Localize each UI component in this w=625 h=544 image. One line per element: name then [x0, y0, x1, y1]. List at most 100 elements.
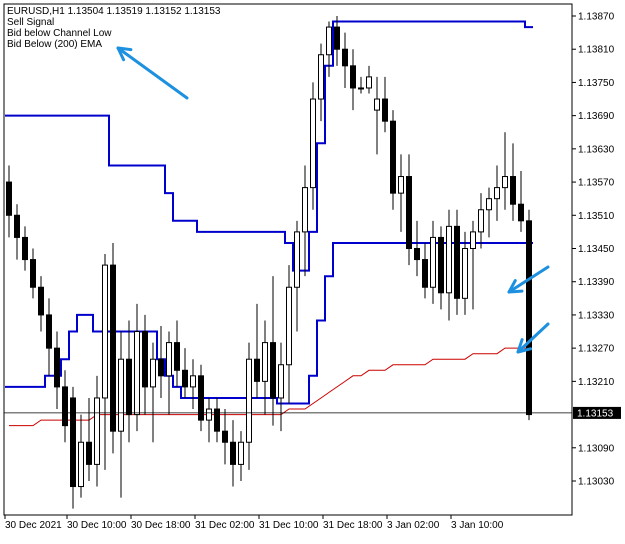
- candle[interactable]: [126, 320, 132, 443]
- candle-body: [94, 397, 100, 465]
- candle-body: [510, 176, 516, 205]
- candle[interactable]: [222, 409, 228, 465]
- candle-body: [494, 187, 500, 200]
- candle[interactable]: [398, 154, 404, 232]
- candle[interactable]: [502, 132, 508, 210]
- candle-body: [414, 248, 420, 261]
- candle[interactable]: [102, 254, 108, 470]
- candle[interactable]: [390, 110, 396, 210]
- candle-body: [470, 231, 476, 249]
- candle[interactable]: [230, 420, 236, 487]
- candle[interactable]: [318, 43, 324, 122]
- candle[interactable]: [158, 326, 164, 398]
- candle[interactable]: [382, 76, 388, 133]
- candle-body: [438, 236, 444, 294]
- candle[interactable]: [166, 331, 172, 415]
- candle[interactable]: [510, 143, 516, 221]
- candle[interactable]: [134, 303, 140, 432]
- candle[interactable]: [238, 431, 244, 481]
- candle[interactable]: [14, 204, 20, 260]
- candle[interactable]: [30, 248, 36, 299]
- candle[interactable]: [190, 359, 196, 410]
- candle[interactable]: [246, 342, 252, 470]
- candle-body: [174, 342, 180, 371]
- chart-info-panel: EURUSD,H1 1.13504 1.13519 1.13152 1.1315…: [7, 6, 221, 50]
- candle[interactable]: [478, 193, 484, 249]
- candle[interactable]: [62, 370, 68, 443]
- candle[interactable]: [470, 220, 476, 310]
- candle[interactable]: [286, 265, 292, 404]
- time-tick-label: 30 Dec 10:00: [67, 520, 127, 531]
- arrow-head: [507, 279, 524, 294]
- candle[interactable]: [214, 397, 220, 443]
- candle[interactable]: [278, 342, 284, 432]
- signal-ema: Bid Below (200) EMA: [7, 39, 103, 50]
- candle[interactable]: [198, 364, 204, 432]
- candle[interactable]: [406, 154, 412, 266]
- candle-body: [254, 358, 260, 382]
- candle[interactable]: [270, 276, 276, 426]
- candle[interactable]: [446, 209, 452, 321]
- candle[interactable]: [46, 298, 52, 376]
- candle[interactable]: [342, 32, 348, 88]
- candle[interactable]: [206, 397, 212, 443]
- time-tick-label: 3 Jan 10:00: [451, 520, 504, 531]
- candle[interactable]: [486, 187, 492, 238]
- candle[interactable]: [182, 348, 188, 398]
- candle-body: [230, 441, 236, 465]
- candle[interactable]: [38, 276, 44, 332]
- signal-channel-low: Bid below Channel Low: [7, 28, 112, 39]
- candle[interactable]: [294, 220, 300, 332]
- candle[interactable]: [438, 226, 444, 310]
- candle[interactable]: [414, 220, 420, 277]
- candle[interactable]: [350, 49, 356, 111]
- candle[interactable]: [518, 171, 524, 232]
- candle-body: [62, 386, 68, 427]
- candle[interactable]: [70, 386, 76, 509]
- candle[interactable]: [310, 82, 316, 210]
- candle-body: [302, 187, 308, 233]
- candle[interactable]: [118, 331, 124, 498]
- candle-body: [526, 220, 532, 416]
- candle[interactable]: [326, 21, 332, 77]
- candle-body: [334, 26, 340, 50]
- candle[interactable]: [142, 314, 148, 415]
- candle[interactable]: [334, 16, 340, 66]
- candle[interactable]: [174, 320, 180, 387]
- candle[interactable]: [6, 165, 12, 238]
- candle-body: [486, 198, 492, 211]
- candle[interactable]: [422, 242, 428, 299]
- candle-body: [78, 441, 84, 488]
- candle-body: [214, 408, 220, 432]
- candle-body: [102, 264, 108, 399]
- candle[interactable]: [526, 209, 532, 421]
- candle[interactable]: [254, 303, 260, 398]
- arrow-head: [116, 46, 133, 62]
- channel-low-line: [5, 242, 533, 405]
- arrow-shaft: [116, 46, 189, 100]
- candle[interactable]: [462, 231, 468, 315]
- candle[interactable]: [374, 76, 380, 155]
- candle[interactable]: [22, 226, 28, 271]
- candle[interactable]: [54, 331, 60, 410]
- candle[interactable]: [366, 65, 372, 94]
- candle-body: [310, 98, 316, 189]
- candle[interactable]: [150, 342, 156, 443]
- candle[interactable]: [94, 375, 100, 487]
- candle[interactable]: [110, 242, 116, 454]
- candle[interactable]: [262, 320, 268, 415]
- candle-body: [454, 225, 460, 299]
- candle-body: [142, 331, 148, 388]
- candle[interactable]: [78, 414, 84, 498]
- time-tick-label: 30 Dec 18:00: [131, 520, 191, 531]
- candle[interactable]: [302, 165, 308, 277]
- candle[interactable]: [494, 165, 500, 221]
- channel-high-line: [5, 20, 533, 272]
- candle[interactable]: [430, 220, 436, 304]
- candle-body: [46, 314, 52, 349]
- candle[interactable]: [358, 76, 364, 94]
- candle[interactable]: [86, 397, 92, 481]
- candle[interactable]: [454, 209, 460, 315]
